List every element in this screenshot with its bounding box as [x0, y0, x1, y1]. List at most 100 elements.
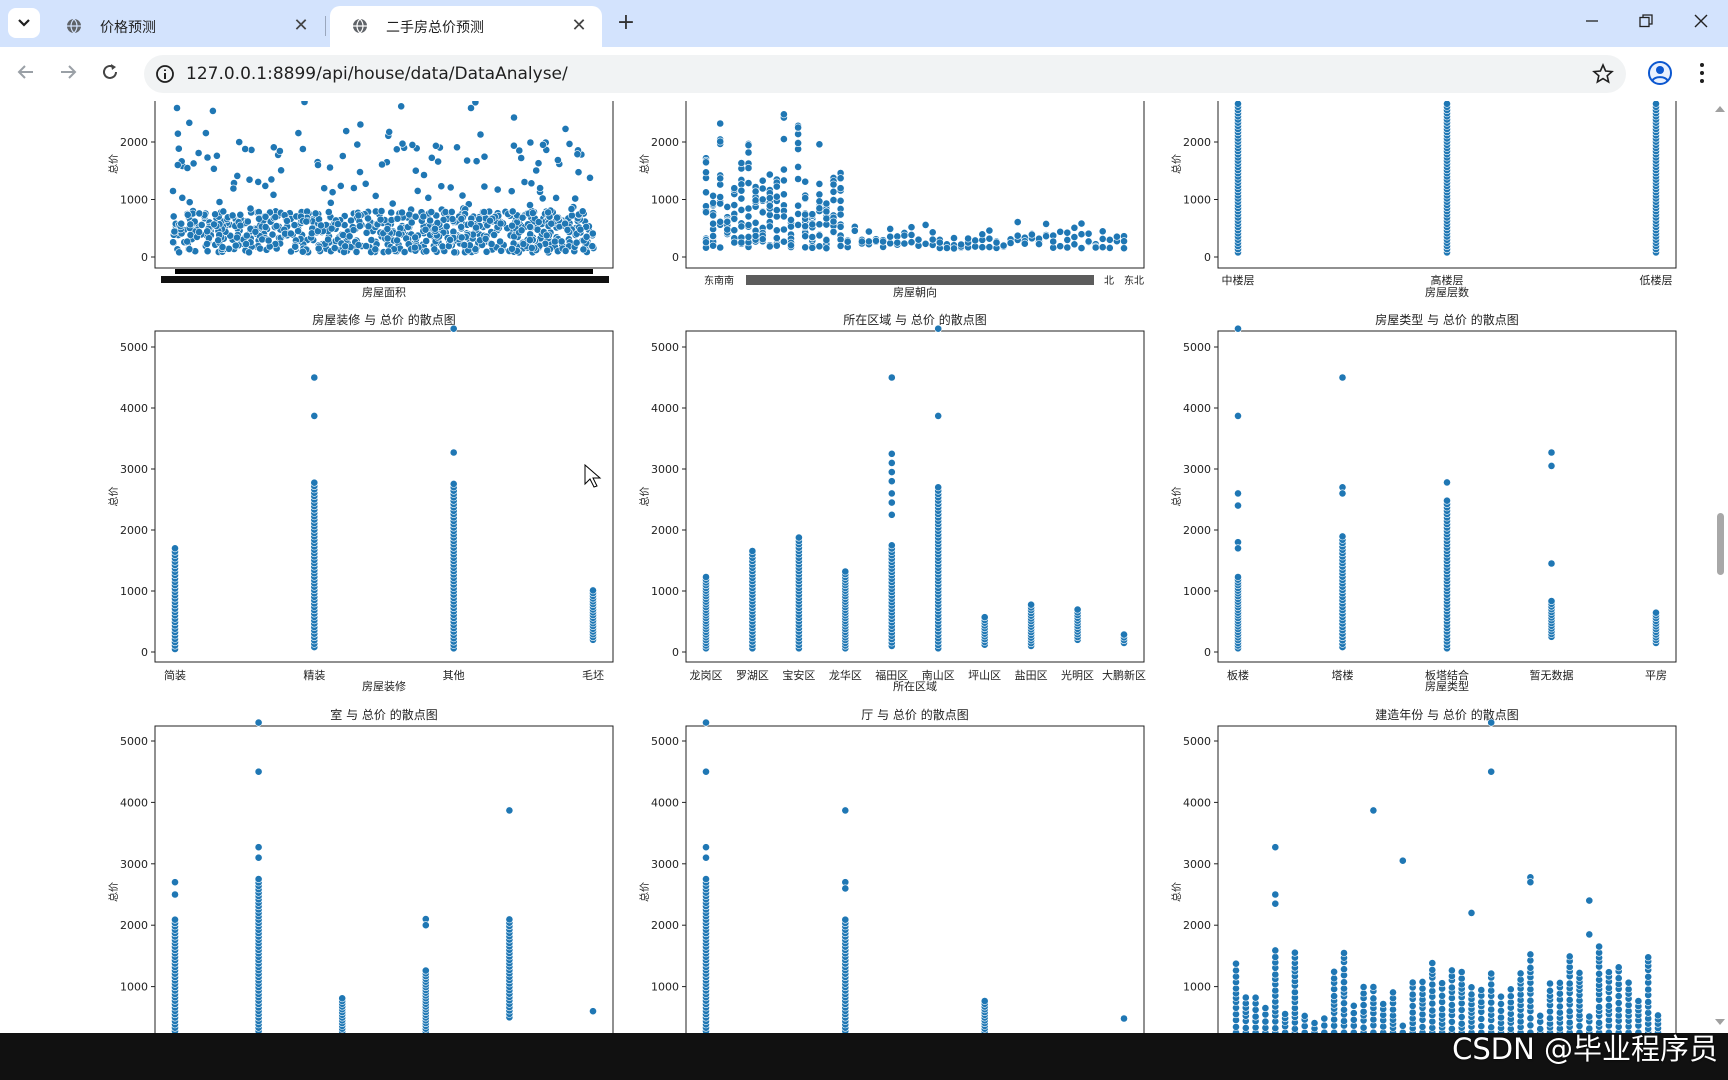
year-point-421	[1271, 890, 1280, 899]
info-icon[interactable]	[154, 63, 176, 85]
year-point-224	[1467, 983, 1476, 992]
orientation-point-291	[865, 237, 873, 246]
area-point-72	[424, 193, 433, 202]
orientation-point-261	[829, 187, 838, 196]
y-tick-label: 1000	[1183, 585, 1211, 598]
vertical-scrollbar[interactable]	[1712, 101, 1728, 1033]
area-point-831	[324, 235, 332, 244]
orientation-point-208	[801, 177, 810, 186]
year-point-243	[1487, 969, 1496, 978]
area-point-684	[487, 240, 496, 248]
area-point-859	[493, 185, 502, 194]
tab-house-price-prediction[interactable]: 二手房总价预测 ✕	[330, 6, 602, 47]
scroll-down-arrow-icon[interactable]	[1715, 1019, 1725, 1025]
area-point-599	[408, 140, 417, 149]
area-point-461	[173, 104, 181, 112]
orientation-point-138	[765, 242, 774, 251]
scroll-up-arrow-icon[interactable]	[1715, 106, 1725, 112]
area-point-862	[490, 230, 498, 239]
chart-type-frame	[1217, 330, 1677, 663]
area-point-55	[300, 101, 309, 106]
year-point-199	[1448, 983, 1456, 992]
area-point-623	[517, 226, 526, 235]
orientation-point-392	[1105, 243, 1114, 252]
close-icon[interactable]: ✕	[571, 15, 587, 36]
area-point-443	[450, 248, 459, 257]
floor-point-47	[1234, 101, 1242, 108]
orientation-point-160	[780, 237, 788, 246]
y-tick-label: 4000	[1183, 796, 1211, 809]
area-point-638	[229, 184, 238, 193]
x-tick-label: 宝安区	[782, 668, 815, 682]
chart-area-frame	[154, 101, 614, 269]
tab-price-prediction[interactable]: 价格预测 ✕	[44, 6, 324, 47]
close-icon[interactable]: ✕	[293, 15, 309, 36]
y-tick-label: 1000	[651, 585, 679, 598]
close-window-button[interactable]	[1681, 8, 1721, 38]
area-point-867	[349, 226, 358, 234]
area-point-786	[434, 157, 442, 166]
orientation-point-9	[702, 158, 710, 167]
orientation-point-321	[935, 238, 944, 247]
year-point-425	[1487, 718, 1496, 727]
year-point-367	[1605, 984, 1613, 992]
minimize-icon	[1586, 20, 1598, 22]
orientation-point-209	[801, 210, 810, 219]
orientation-point-249	[822, 236, 831, 244]
chart-type: 房屋类型 与 总价 的散点图 0 1000 2000 3000 4000 5000 总价房屋类…	[1170, 312, 1677, 693]
back-button[interactable]	[11, 59, 41, 89]
orientation-point-399	[1120, 237, 1128, 246]
tab-search-button[interactable]	[8, 8, 40, 38]
area-point-782	[398, 208, 406, 217]
y-tick-label: 2000	[1183, 136, 1211, 149]
orientation-point-318	[928, 228, 937, 237]
orientation-point-393	[1105, 235, 1114, 244]
year-point-227	[1477, 1015, 1486, 1023]
x-tick-label: 东北	[1124, 274, 1144, 287]
orientation-point-174	[787, 222, 795, 231]
forward-button[interactable]	[53, 59, 83, 89]
browser-toolbar: 127.0.0.1:8899/api/house/data/DataAnalys…	[0, 47, 1728, 101]
area-point-809	[228, 211, 237, 220]
y-tick-label: 5000	[651, 341, 679, 354]
district-point-247	[887, 477, 896, 486]
restore-button[interactable]	[1626, 8, 1666, 38]
url-text[interactable]: 127.0.0.1:8899/api/house/data/DataAnalys…	[186, 64, 568, 84]
area-point-671	[573, 150, 582, 159]
year-point-98	[1340, 999, 1348, 1008]
arrow-right-icon	[61, 65, 77, 79]
kebab-menu-icon[interactable]	[1690, 58, 1714, 88]
year-point-230	[1477, 998, 1486, 1007]
year-point-408	[1644, 985, 1653, 994]
orientation-point-179	[787, 215, 795, 224]
scroll-thumb[interactable]	[1717, 513, 1724, 575]
area-point-663	[371, 245, 380, 254]
area-point-853	[302, 217, 311, 226]
area-point-840	[341, 242, 350, 251]
floor-point-143	[1652, 101, 1660, 108]
halls-point-112	[702, 853, 710, 862]
profile-icon[interactable]	[1645, 58, 1675, 88]
orientation-point-377	[1070, 240, 1079, 249]
orientation-point-111	[751, 187, 760, 196]
orientation-point-250	[822, 244, 831, 253]
area-point-794	[588, 242, 597, 251]
year-point-186	[1438, 1005, 1446, 1013]
x-tick-label: 简装	[164, 668, 186, 682]
year-point-118	[1359, 1001, 1368, 1009]
minimize-button[interactable]	[1572, 8, 1612, 38]
address-bar[interactable]: 127.0.0.1:8899/api/house/data/DataAnalys…	[144, 55, 1626, 93]
year-point-370	[1605, 968, 1613, 977]
star-icon[interactable]	[1592, 63, 1614, 85]
year-point-72	[1300, 1022, 1309, 1030]
year-point-70	[1291, 948, 1299, 957]
area-point-803	[574, 168, 583, 177]
reload-button[interactable]	[95, 59, 125, 89]
year-point-423	[1369, 806, 1378, 815]
y-tick-label: 2000	[1183, 524, 1211, 537]
new-tab-button[interactable]: +	[612, 10, 640, 38]
chart-decoration-title: 房屋装修 与 总价 的散点图	[312, 312, 455, 327]
orientation-point-20	[709, 198, 717, 207]
area-point-878	[290, 221, 299, 229]
